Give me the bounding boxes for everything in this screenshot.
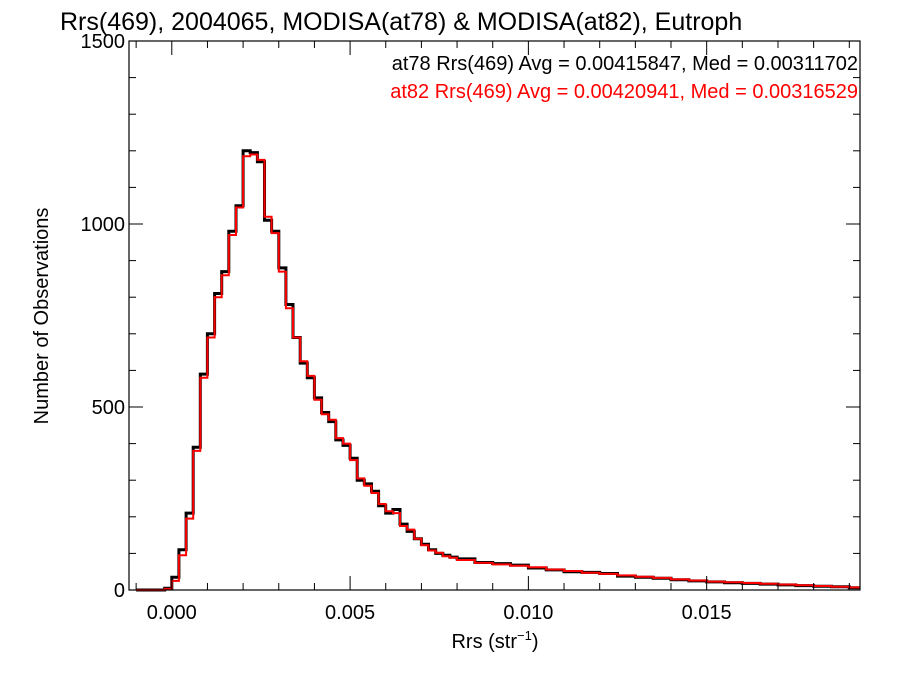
chart-title: Rrs(469), 2004065, MODISA(at78) & MODISA… <box>60 8 742 36</box>
y-tick-label: 1500 <box>81 31 126 53</box>
x-tick-label: 0.015 <box>682 602 732 624</box>
series-layer <box>136 149 860 592</box>
x-tick-label: 0.000 <box>147 602 197 624</box>
series-line-at82 <box>136 153 860 591</box>
x-axis-label-base: Rrs (str <box>451 631 517 653</box>
x-tick-label: 0.010 <box>503 602 553 624</box>
y-axis-label: Number of Observations <box>31 208 53 425</box>
y-tick-label: 500 <box>92 397 125 419</box>
x-tick-label: 0.005 <box>325 602 375 624</box>
x-axis-label-close: ) <box>532 631 539 653</box>
x-axis-label: Rrs (str−1) <box>451 628 538 653</box>
x-axis-label-sup: −1 <box>517 628 532 643</box>
legend-entry-at78: at78 Rrs(469) Avg = 0.00415847, Med = 0.… <box>392 53 858 75</box>
y-tick-label: 1000 <box>81 214 126 236</box>
plot-frame <box>128 40 861 591</box>
axes-layer: 0.000 0.005 0.010 0.015 0 500 1000 1500 <box>81 31 861 624</box>
legend-entry-at82: at82 Rrs(469) Avg = 0.00420941, Med = 0.… <box>390 81 858 103</box>
series-line-at78 <box>136 149 860 592</box>
y-tick-label: 0 <box>114 580 125 602</box>
